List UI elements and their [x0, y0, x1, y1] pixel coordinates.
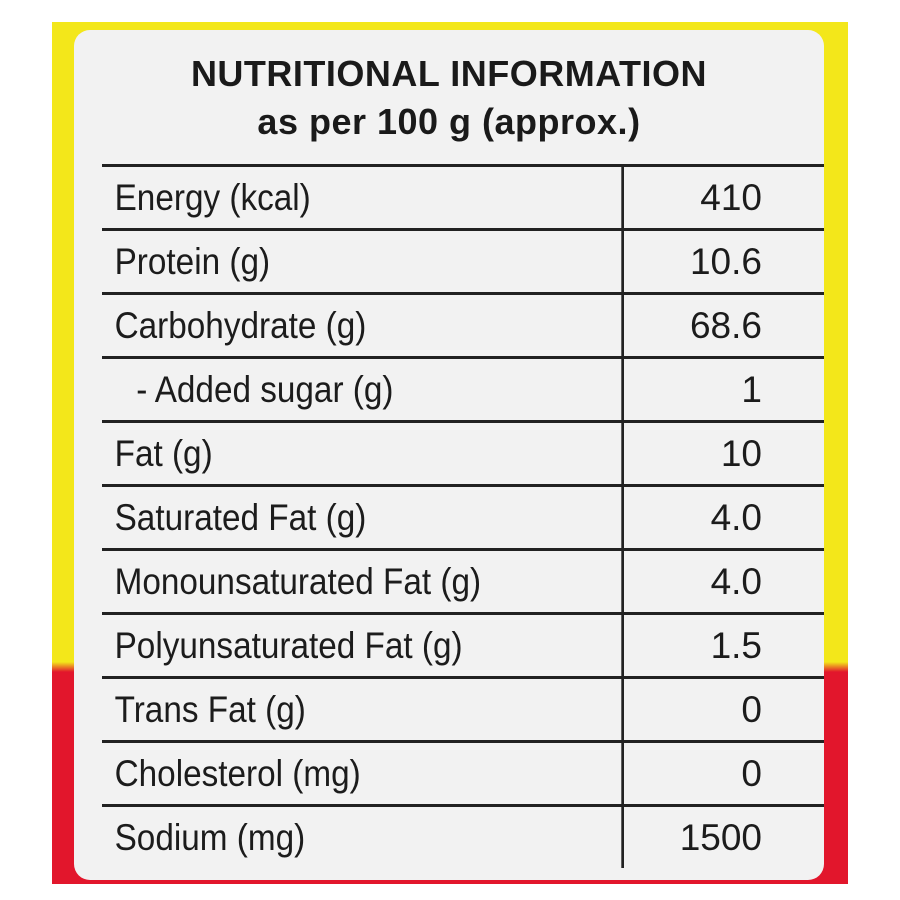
nutrient-name: - Added sugar (g)	[102, 359, 624, 420]
nutrition-heading: NUTRITIONAL INFORMATION as per 100 g (ap…	[74, 50, 824, 146]
nutrient-name: Sodium (mg)	[102, 807, 624, 868]
nutrition-row-cholesterol: Cholesterol (mg) 0	[102, 743, 824, 807]
nutrient-value: 1.5	[710, 625, 762, 666]
nutrient-name: Fat (g)	[102, 423, 624, 484]
nutrient-name: Protein (g)	[102, 231, 624, 292]
nutrient-value: 0	[741, 753, 762, 794]
nutrient-value: 10	[720, 433, 762, 474]
nutrition-row-sodium: Sodium (mg) 1500	[102, 807, 824, 868]
nutrient-name: Saturated Fat (g)	[102, 487, 624, 548]
nutrition-row-polyunsaturated-fat: Polyunsaturated Fat (g) 1.5	[102, 615, 824, 679]
nutrient-name: Polyunsaturated Fat (g)	[102, 615, 624, 676]
nutrient-value: 1500	[679, 817, 762, 858]
nutrition-table: Energy (kcal) 410 Protein (g) 10.6 Carbo…	[102, 164, 824, 868]
nutrient-name: Carbohydrate (g)	[102, 295, 624, 356]
nutrient-name: Cholesterol (mg)	[102, 743, 624, 804]
nutrition-row-saturated-fat: Saturated Fat (g) 4.0	[102, 487, 824, 551]
nutrient-value: 4.0	[710, 497, 762, 538]
nutrition-title: NUTRITIONAL INFORMATION	[190, 53, 708, 94]
nutrition-row-fat: Fat (g) 10	[102, 423, 824, 487]
nutrition-row-protein: Protein (g) 10.6	[102, 231, 824, 295]
nutrient-value: 1	[741, 369, 762, 410]
nutrient-name: Energy (kcal)	[102, 167, 624, 228]
nutrition-row-monounsaturated-fat: Monounsaturated Fat (g) 4.0	[102, 551, 824, 615]
nutrient-value: 410	[700, 177, 762, 218]
nutrient-name: Trans Fat (g)	[102, 679, 624, 740]
nutrition-row-trans-fat: Trans Fat (g) 0	[102, 679, 824, 743]
nutrient-value: 68.6	[689, 305, 762, 346]
nutrient-value: 0	[741, 689, 762, 730]
nutrition-label: NUTRITIONAL INFORMATION as per 100 g (ap…	[74, 30, 824, 880]
nutrition-subtitle: as per 100 g (approx.)	[257, 101, 641, 142]
nutrition-row-added-sugar: - Added sugar (g) 1	[102, 359, 824, 423]
nutrient-value: 4.0	[710, 561, 762, 602]
nutrition-row-energy: Energy (kcal) 410	[102, 167, 824, 231]
nutrient-value: 10.6	[689, 241, 762, 282]
nutrient-name: Monounsaturated Fat (g)	[102, 551, 624, 612]
nutrition-row-carbohydrate: Carbohydrate (g) 68.6	[102, 295, 824, 359]
